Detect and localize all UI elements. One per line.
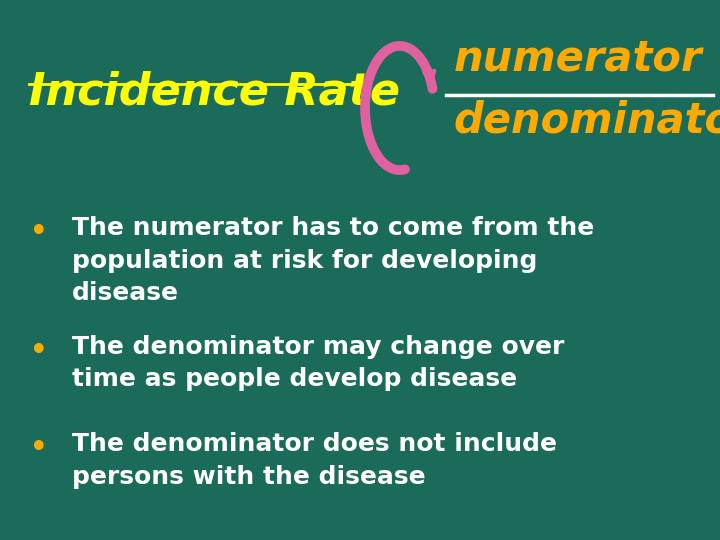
Text: The numerator has to come from the
population at risk for developing
disease: The numerator has to come from the popul… xyxy=(72,216,594,305)
Text: denominator: denominator xyxy=(454,100,720,142)
Text: The denominator does not include
persons with the disease: The denominator does not include persons… xyxy=(72,432,557,489)
Text: numerator: numerator xyxy=(454,38,702,80)
Text: •: • xyxy=(29,335,48,368)
Text: Incidence Rate: Incidence Rate xyxy=(29,70,400,113)
Text: The denominator may change over
time as people develop disease: The denominator may change over time as … xyxy=(72,335,564,392)
Text: •: • xyxy=(29,216,48,249)
Text: •: • xyxy=(29,432,48,465)
